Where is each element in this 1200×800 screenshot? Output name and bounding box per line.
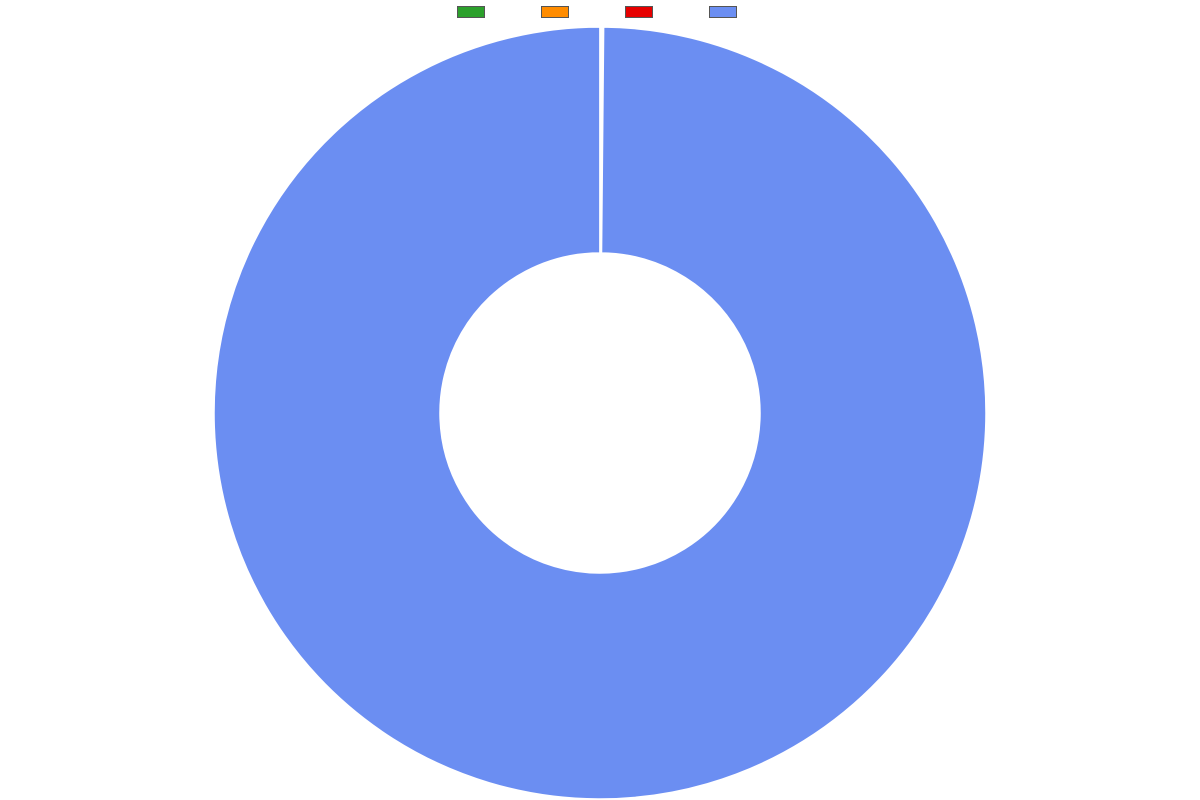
legend-item-1 [541, 6, 575, 18]
donut-chart [0, 26, 1200, 800]
legend-swatch-2 [625, 6, 653, 18]
legend-item-2 [625, 6, 659, 18]
chart-canvas [0, 0, 1200, 800]
legend-swatch-1 [541, 6, 569, 18]
legend [0, 6, 1200, 18]
legend-item-0 [457, 6, 491, 18]
legend-swatch-3 [709, 6, 737, 18]
donut-svg [0, 26, 1200, 800]
legend-swatch-0 [457, 6, 485, 18]
legend-item-3 [709, 6, 743, 18]
